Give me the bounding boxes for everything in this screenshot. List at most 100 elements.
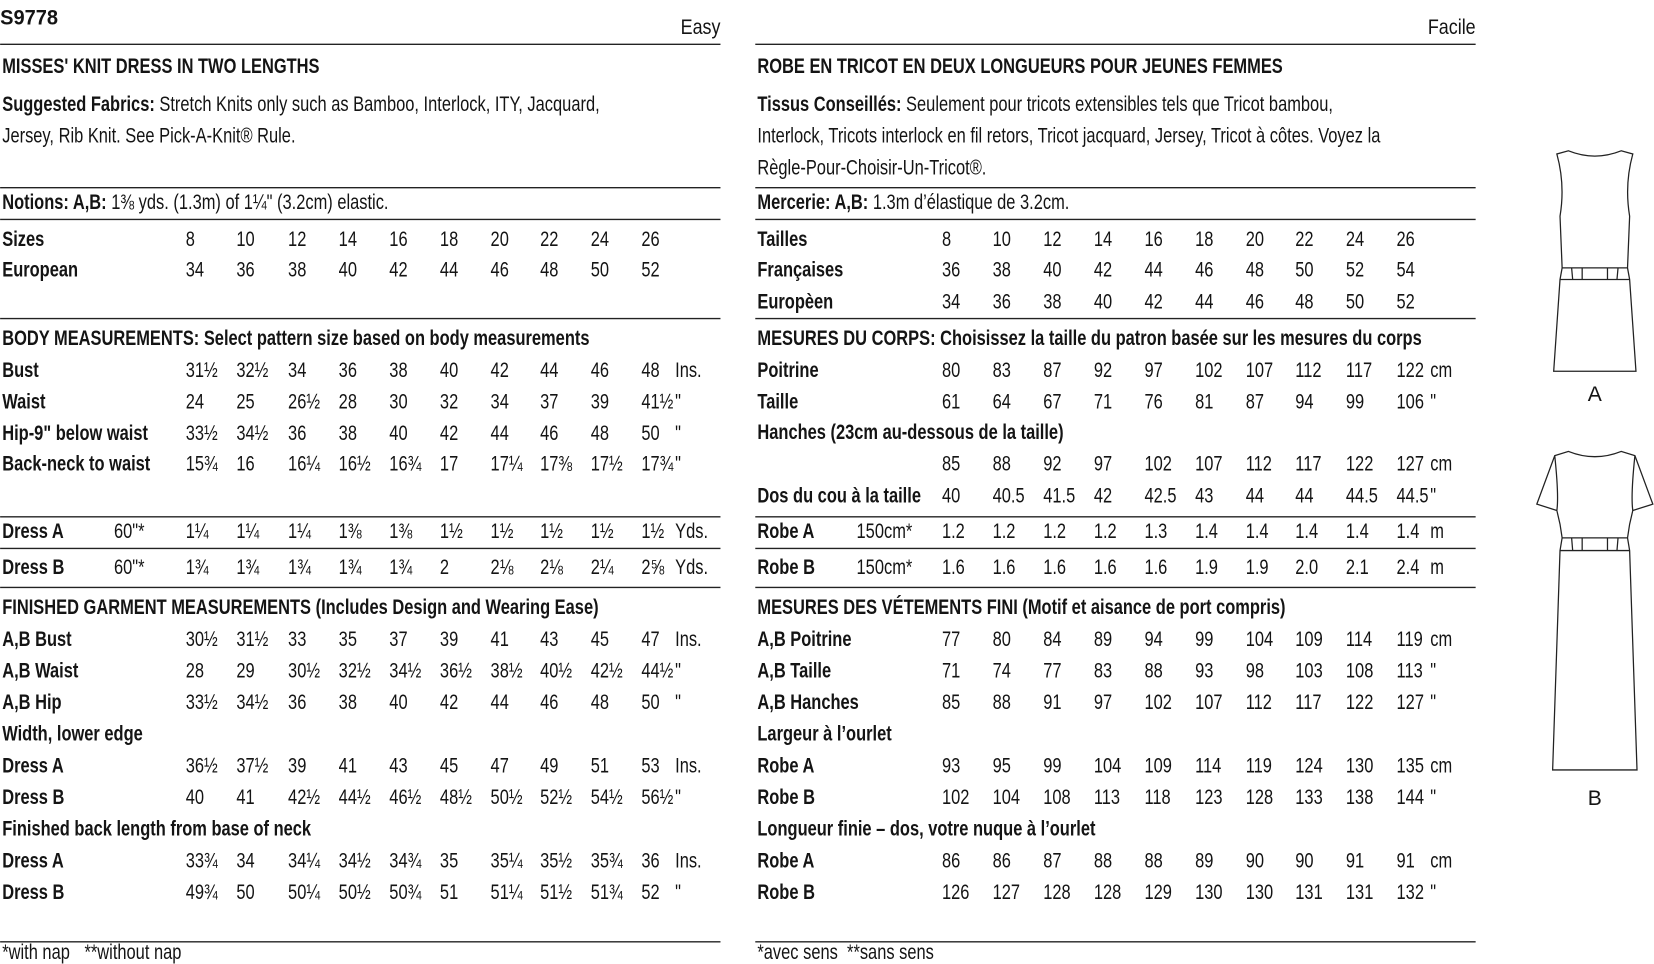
cell-value: 87 xyxy=(1246,391,1264,414)
cell-value: 64 xyxy=(993,391,1011,414)
cell-value: 102 xyxy=(942,786,969,809)
cell-value: 126 xyxy=(942,881,969,904)
cell-value: 129 xyxy=(1144,881,1171,904)
row-label: Hip-9" below waist xyxy=(2,422,148,445)
cell-value: 41.5 xyxy=(1043,484,1075,507)
section-heading: MESURES DES VÉTEMENTS FINI (Motif et ais… xyxy=(757,595,1285,620)
row-label: Sizes xyxy=(2,228,44,251)
cell-value: 28 xyxy=(339,391,357,414)
unit: " xyxy=(1430,391,1436,414)
cell-value: 92 xyxy=(1094,359,1112,382)
unit: cm xyxy=(1430,359,1452,382)
cell-value: 93 xyxy=(1195,660,1213,683)
cell-value: 42 xyxy=(1144,290,1162,313)
cell-value: 14 xyxy=(339,228,357,251)
cell-value: 33½ xyxy=(186,422,218,445)
cell-value: 34 xyxy=(288,359,306,382)
cell-value: 122 xyxy=(1397,359,1424,382)
notions-text: 1⅜ yds. (1.3m) of 1¼" (3.2cm) elastic. xyxy=(107,191,389,214)
cell-value: 51¼ xyxy=(491,881,523,904)
cell-value: 117 xyxy=(1346,359,1372,382)
cell-value: 42 xyxy=(1094,259,1112,282)
cell-value: 117 xyxy=(1295,691,1321,714)
cell-value: 14 xyxy=(1094,228,1112,251)
cell-value: 41 xyxy=(339,755,357,778)
cell-value: 52 xyxy=(641,259,659,282)
cell-value: 43 xyxy=(389,755,407,778)
cell-value: 124 xyxy=(1295,755,1322,778)
cell-value: 42 xyxy=(440,422,458,445)
cell-value: 1¾ xyxy=(339,556,362,579)
section-heading: MESURES DU CORPS: Choisissez la taille d… xyxy=(757,327,1421,350)
cell-value: 43 xyxy=(540,628,558,651)
cell-value: 42 xyxy=(1094,484,1112,507)
cell-value: 34 xyxy=(942,290,960,313)
view-label: A xyxy=(1588,383,1603,406)
view-b-drawing xyxy=(1535,450,1654,771)
notions-label: Mercerie: A,B: xyxy=(757,191,868,214)
waistband-b xyxy=(1554,455,1636,552)
cell-value: 80 xyxy=(993,628,1011,651)
cell-value: 103 xyxy=(1295,660,1322,683)
cell-value: 77 xyxy=(942,628,960,651)
cell-value: 138 xyxy=(1346,786,1373,809)
cell-value: 44 xyxy=(1144,259,1162,282)
cell-value: 29 xyxy=(236,660,254,683)
cell-value: 32½ xyxy=(236,359,268,382)
row-label: A,B Hip xyxy=(2,691,61,714)
cell-value: 1.4 xyxy=(1295,520,1318,543)
cell-value: 51 xyxy=(440,881,458,904)
cell-value: 36 xyxy=(641,849,659,872)
cell-value: 48 xyxy=(641,359,659,382)
unit: " xyxy=(1430,786,1436,809)
cell-value: 16 xyxy=(236,453,254,476)
footnote: **sans sens xyxy=(847,941,934,964)
cell-value: 84 xyxy=(1043,628,1061,651)
cell-value: 107 xyxy=(1195,453,1222,476)
notions: Mercerie: A,B: 1.3m d’élastique de 3.2cm… xyxy=(757,191,1069,214)
cell-value: 1½ xyxy=(540,520,563,543)
fabrics-text: Seulement pour tricots extensibles tels … xyxy=(901,93,1332,116)
cell-value: 12 xyxy=(288,228,306,251)
cell-value: 42½ xyxy=(591,660,623,683)
cell-value: 119 xyxy=(1397,628,1423,651)
row-label: Robe A xyxy=(757,520,814,543)
cell-value: 89 xyxy=(1195,849,1213,872)
cell-value: 38 xyxy=(288,259,306,282)
cell-value: 133 xyxy=(1295,786,1322,809)
cell-value: 16¼ xyxy=(288,453,320,476)
cell-value: 15¾ xyxy=(186,453,218,476)
footnote: *avec sens xyxy=(757,941,837,964)
row-label: Longueur finie – dos, votre nuque à l’ou… xyxy=(757,818,1096,841)
cell-value: 36 xyxy=(288,422,306,445)
row-label: Dress B xyxy=(2,881,64,904)
row-label: A,B Hanches xyxy=(757,691,858,714)
cell-value: 44 xyxy=(1195,290,1213,313)
unit: cm xyxy=(1430,755,1452,778)
cell-value: 16 xyxy=(389,228,407,251)
unit: Ins. xyxy=(675,359,702,382)
unit: Yds. xyxy=(675,556,708,579)
cell-value: 42 xyxy=(440,691,458,714)
unit: cm xyxy=(1430,849,1452,872)
cell-value: 127 xyxy=(993,881,1020,904)
cell-value: 40 xyxy=(339,259,357,282)
unit: Yds. xyxy=(675,520,708,543)
cell-value: 1¾ xyxy=(389,556,412,579)
view-a-drawing xyxy=(1553,150,1637,372)
cell-value: 22 xyxy=(540,228,558,251)
cell-value: 1.3 xyxy=(1144,520,1167,543)
cell-value: 132 xyxy=(1397,881,1424,904)
cell-value: 52 xyxy=(1397,290,1415,313)
cell-value: 76 xyxy=(1144,391,1162,414)
unit: " xyxy=(675,786,681,809)
cell-value: 54½ xyxy=(591,786,623,809)
cell-value: 88 xyxy=(1144,849,1162,872)
cell-value: 90 xyxy=(1295,849,1313,872)
cell-value: 1¾ xyxy=(236,556,259,579)
row-label: Robe A xyxy=(757,849,814,872)
fabrics-text: Jersey, Rib Knit. See Pick-A-Knit® Rule. xyxy=(2,125,295,148)
row-label: Europèen xyxy=(757,290,833,313)
fabric-width: 150cm* xyxy=(857,520,913,543)
cell-value: 34½ xyxy=(389,660,421,683)
